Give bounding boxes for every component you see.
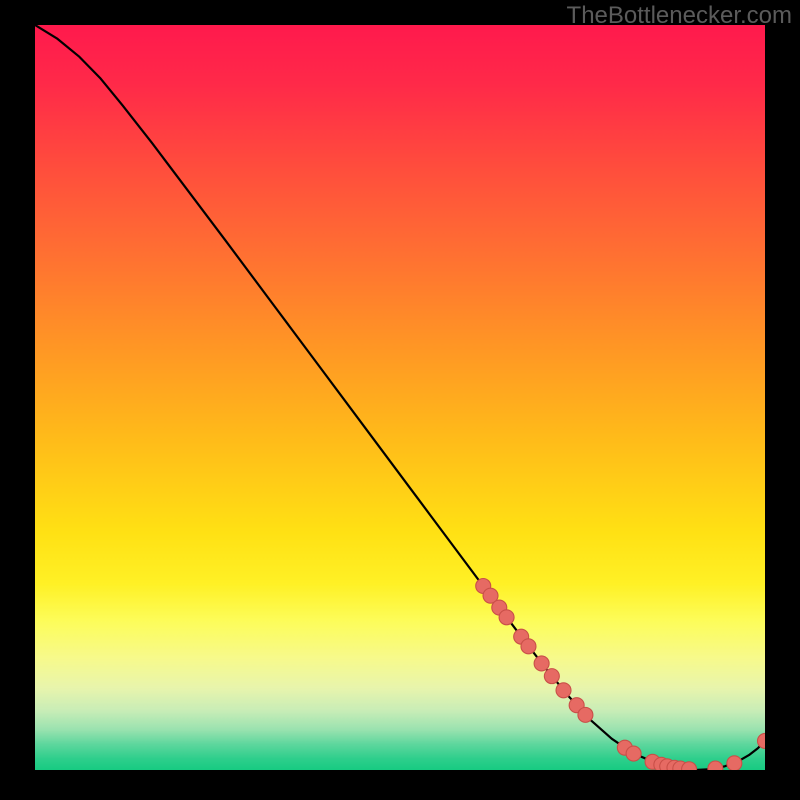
data-marker (521, 639, 536, 654)
chart-overlay-svg (35, 25, 765, 770)
data-marker (534, 656, 549, 671)
data-marker (626, 746, 641, 761)
data-marker (708, 761, 723, 770)
watermark-text: TheBottlenecker.com (567, 2, 792, 30)
chart-plot-area (35, 25, 765, 770)
bottleneck-curve (35, 25, 765, 770)
marker-group (476, 578, 765, 770)
data-marker (556, 683, 571, 698)
data-marker (727, 756, 742, 770)
data-marker (499, 610, 514, 625)
data-marker (544, 669, 559, 684)
data-marker (578, 707, 593, 722)
